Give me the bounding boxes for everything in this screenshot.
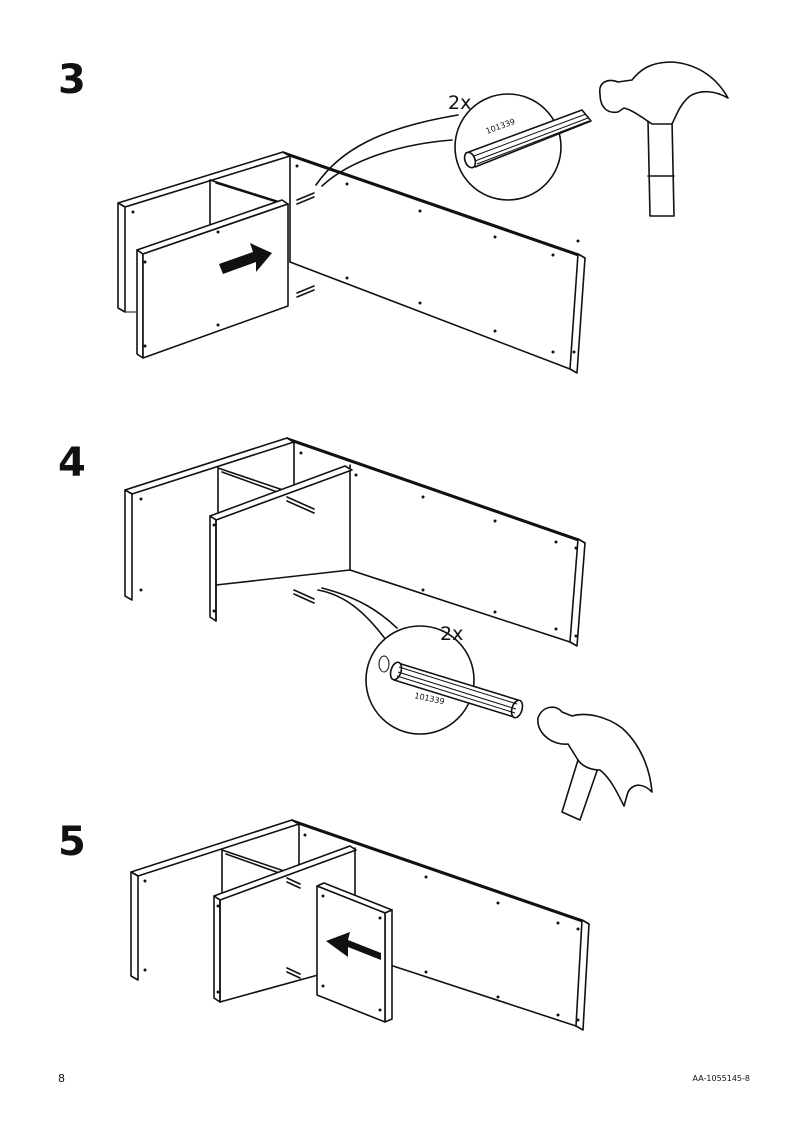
hammer-icon	[598, 61, 729, 217]
dowel-icon	[286, 877, 301, 979]
quantity-label: 2x	[440, 623, 463, 645]
divider-panel	[221, 849, 288, 897]
push-arrow-icon	[219, 243, 272, 274]
dowel-icon	[463, 109, 592, 169]
divider-panel	[217, 467, 284, 517]
side-panel	[136, 199, 289, 359]
step-number: 4	[58, 440, 86, 486]
page-number: 8	[58, 1072, 65, 1085]
step-5-illustration	[130, 819, 590, 1031]
step-4-illustration: 2x 101339	[124, 437, 653, 821]
quantity-label: 2x	[448, 92, 471, 114]
back-panel	[316, 882, 393, 1023]
dowel-icon	[389, 661, 524, 719]
side-panel	[209, 465, 353, 622]
divider-panel	[209, 179, 284, 225]
hammer-icon	[537, 706, 653, 821]
callout: 2x 101339	[317, 587, 524, 735]
document-code: AA-1055145-8	[692, 1074, 750, 1083]
push-arrow-icon	[326, 932, 381, 960]
step-number: 5	[58, 819, 86, 865]
step-number: 3	[58, 57, 86, 103]
long-panel	[124, 437, 586, 647]
callout: 2x 101339	[315, 92, 592, 201]
dowel-icon	[296, 192, 315, 298]
long-panel	[117, 151, 586, 374]
dowel-icon	[286, 496, 315, 604]
side-panel	[213, 845, 357, 1003]
step-3-illustration: 2x 101339	[117, 61, 729, 374]
